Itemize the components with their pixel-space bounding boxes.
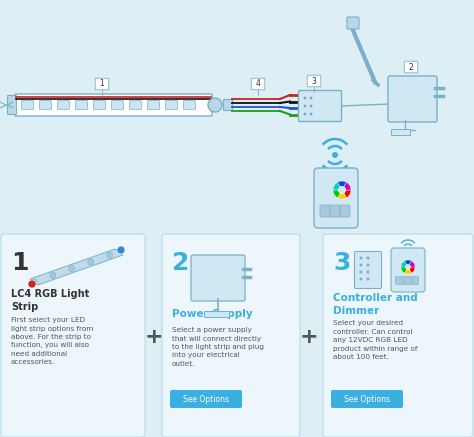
FancyBboxPatch shape [147,101,159,110]
Circle shape [303,97,307,100]
Wedge shape [408,267,415,273]
Circle shape [69,266,75,272]
Text: 2: 2 [409,62,413,72]
Wedge shape [337,190,346,199]
Text: Select a power supply
that will connect directly
to the light strip and plug
int: Select a power supply that will connect … [172,327,264,367]
FancyBboxPatch shape [395,277,402,284]
Circle shape [310,97,312,100]
FancyBboxPatch shape [57,101,70,110]
Polygon shape [30,249,123,285]
Text: See Options: See Options [344,395,390,405]
Circle shape [366,271,370,274]
Circle shape [303,104,307,108]
Circle shape [310,104,312,108]
Circle shape [359,277,363,281]
FancyBboxPatch shape [204,312,229,318]
Circle shape [117,246,125,254]
FancyBboxPatch shape [391,248,425,292]
Circle shape [88,259,94,265]
FancyBboxPatch shape [323,234,473,437]
Circle shape [31,279,37,285]
Text: Controller and
Dimmer: Controller and Dimmer [333,293,418,316]
Text: 2: 2 [172,251,190,275]
FancyBboxPatch shape [183,101,195,110]
Text: 1: 1 [100,80,104,89]
Circle shape [332,152,338,158]
Circle shape [50,272,56,278]
FancyBboxPatch shape [165,101,177,110]
Circle shape [405,264,410,270]
FancyBboxPatch shape [347,17,359,29]
Wedge shape [333,190,342,198]
Circle shape [366,257,370,260]
FancyBboxPatch shape [331,390,403,408]
FancyBboxPatch shape [21,101,34,110]
Circle shape [310,112,312,115]
FancyBboxPatch shape [299,90,341,121]
FancyBboxPatch shape [129,101,142,110]
FancyBboxPatch shape [224,100,233,111]
Circle shape [359,264,363,267]
FancyBboxPatch shape [340,205,350,217]
Text: First select your LED
light strip options from
above. For the strip to
function,: First select your LED light strip option… [11,317,93,365]
Text: See Options: See Options [183,395,229,405]
Text: +: + [145,327,164,347]
Text: +: + [300,327,319,347]
Wedge shape [337,181,346,190]
Wedge shape [342,190,351,198]
Circle shape [208,98,222,112]
FancyBboxPatch shape [95,78,109,90]
Wedge shape [401,261,408,267]
FancyBboxPatch shape [404,61,418,73]
Wedge shape [401,267,408,273]
Text: 3: 3 [311,76,317,86]
Circle shape [107,252,112,258]
FancyBboxPatch shape [330,205,340,217]
FancyBboxPatch shape [111,101,124,110]
Wedge shape [342,182,351,190]
FancyBboxPatch shape [388,76,437,122]
FancyBboxPatch shape [411,277,419,284]
FancyBboxPatch shape [314,168,358,228]
FancyBboxPatch shape [251,78,265,90]
FancyBboxPatch shape [170,390,242,408]
Circle shape [366,277,370,281]
FancyBboxPatch shape [15,94,212,116]
FancyBboxPatch shape [307,75,321,87]
Circle shape [359,271,363,274]
FancyBboxPatch shape [191,255,245,301]
FancyBboxPatch shape [93,101,106,110]
FancyBboxPatch shape [8,96,17,114]
Wedge shape [404,260,411,267]
Text: 4: 4 [255,80,260,89]
Circle shape [359,257,363,260]
FancyBboxPatch shape [392,129,410,135]
FancyBboxPatch shape [39,101,52,110]
FancyBboxPatch shape [320,205,330,217]
FancyBboxPatch shape [1,234,145,437]
Circle shape [303,112,307,115]
FancyBboxPatch shape [162,234,300,437]
Wedge shape [404,267,411,274]
Text: LC4 RGB Light
Strip: LC4 RGB Light Strip [11,289,89,312]
FancyBboxPatch shape [355,252,382,288]
Wedge shape [408,261,415,267]
Text: Power Supply: Power Supply [172,309,253,319]
Text: 1: 1 [11,251,28,275]
Text: Select your desired
controller. Can control
any 12VDC RGB LED
product within ran: Select your desired controller. Can cont… [333,320,418,360]
Text: 3: 3 [333,251,350,275]
FancyBboxPatch shape [403,277,410,284]
Circle shape [338,187,346,194]
Circle shape [28,280,36,288]
Wedge shape [333,182,342,190]
FancyBboxPatch shape [75,101,88,110]
Circle shape [366,264,370,267]
